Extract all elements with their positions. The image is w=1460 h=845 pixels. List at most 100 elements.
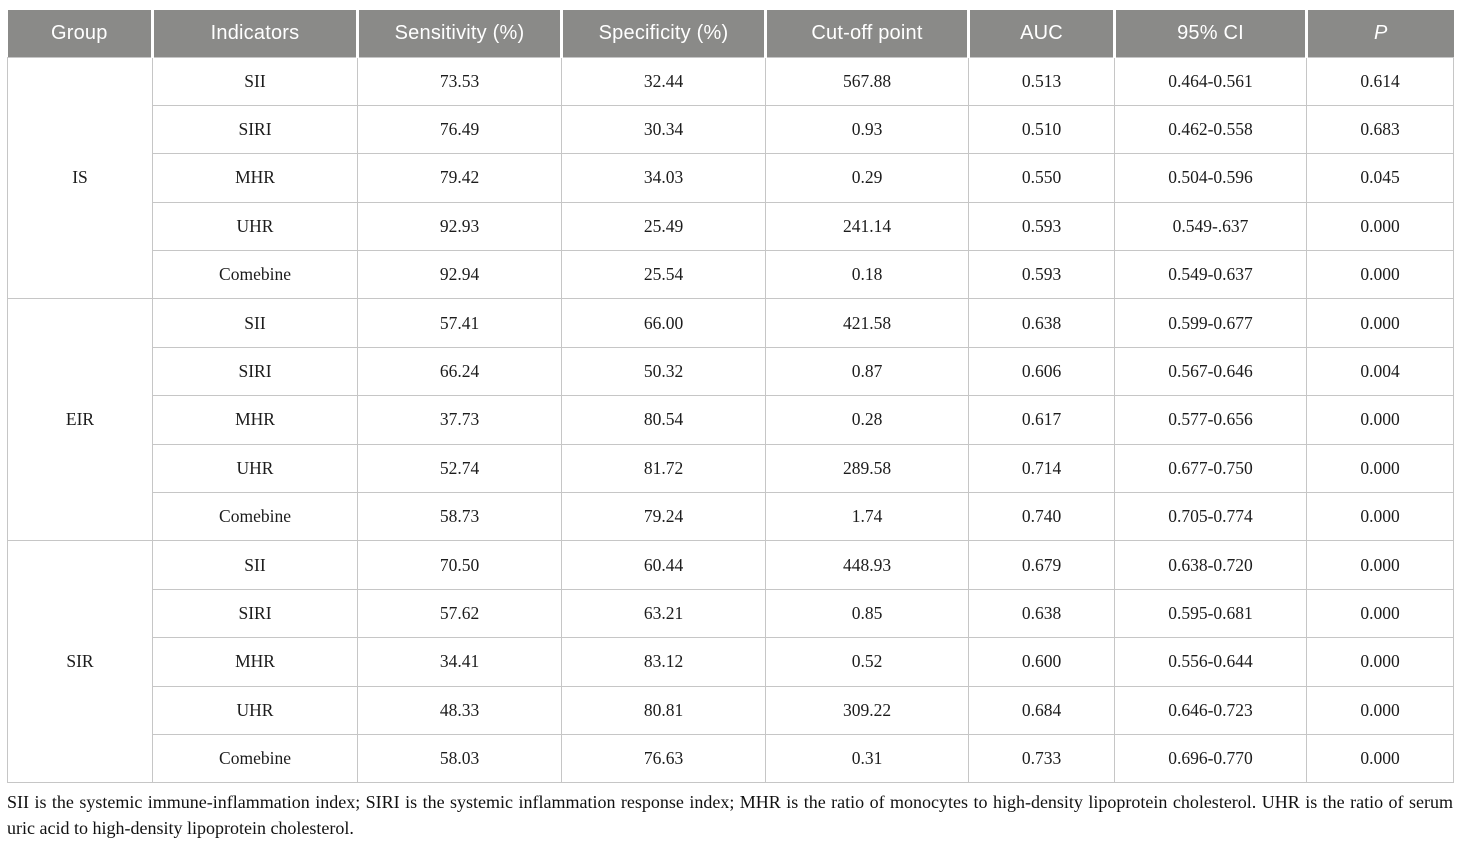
cell-indicator: UHR bbox=[152, 201, 358, 252]
cell-specificity: 25.54 bbox=[561, 250, 766, 300]
cell-auc: 0.740 bbox=[968, 492, 1115, 542]
cell-specificity: 32.44 bbox=[561, 56, 766, 106]
cell-sensitivity: 57.62 bbox=[357, 588, 562, 639]
cell-auc: 0.684 bbox=[968, 685, 1115, 735]
cell-p: 0.000 bbox=[1306, 201, 1454, 252]
cell-ci: 0.599-0.677 bbox=[1114, 298, 1307, 348]
cell-auc: 0.606 bbox=[968, 346, 1115, 397]
table-body: IS SII 73.53 32.44 567.88 0.513 0.464-0.561 0.6… bbox=[7, 56, 1454, 784]
cell-sensitivity: 79.42 bbox=[357, 153, 562, 203]
cell-cutoff: 0.93 bbox=[765, 104, 969, 155]
cell-cutoff: 567.88 bbox=[765, 56, 969, 106]
cell-indicator: MHR bbox=[152, 637, 358, 687]
cell-p: 0.000 bbox=[1306, 395, 1454, 445]
group-cell-eir: EIR bbox=[7, 298, 153, 542]
cell-auc: 0.617 bbox=[968, 395, 1115, 445]
table-row: UHR 92.93 25.49 241.14 0.593 0.549-.637 0.000 bbox=[8, 201, 1454, 252]
cell-indicator: UHR bbox=[152, 685, 358, 735]
cell-cutoff: 0.31 bbox=[765, 733, 969, 784]
table-row: Comebine 58.73 79.24 1.74 0.740 0.705-0.774 0.… bbox=[8, 492, 1454, 542]
cell-cutoff: 421.58 bbox=[765, 298, 969, 348]
group-cell-sir: SIR bbox=[7, 540, 153, 784]
cell-indicator: MHR bbox=[152, 395, 358, 445]
cell-ci: 0.595-0.681 bbox=[1114, 588, 1307, 639]
cell-p: 0.000 bbox=[1306, 443, 1454, 494]
cell-sensitivity: 73.53 bbox=[357, 56, 562, 106]
cell-auc: 0.679 bbox=[968, 540, 1115, 590]
cell-cutoff: 309.22 bbox=[765, 685, 969, 735]
table-row: MHR 34.41 83.12 0.52 0.600 0.556-0.644 0.000 bbox=[8, 637, 1454, 687]
cell-indicator: SII bbox=[152, 540, 358, 590]
cell-cutoff: 0.28 bbox=[765, 395, 969, 445]
cell-p: 0.000 bbox=[1306, 588, 1454, 639]
cell-sensitivity: 58.03 bbox=[357, 733, 562, 784]
cell-indicator: Comebine bbox=[152, 492, 358, 542]
col-header-indicators: Indicators bbox=[151, 10, 358, 57]
cell-cutoff: 1.74 bbox=[765, 492, 969, 542]
cell-auc: 0.510 bbox=[968, 104, 1115, 155]
cell-cutoff: 0.29 bbox=[765, 153, 969, 203]
cell-indicator: SIRI bbox=[152, 104, 358, 155]
cell-specificity: 80.54 bbox=[561, 395, 766, 445]
cell-cutoff: 448.93 bbox=[765, 540, 969, 590]
cell-specificity: 83.12 bbox=[561, 637, 766, 687]
table-row: EIR SII 57.41 66.00 421.58 0.638 0.599-0.677 0.… bbox=[7, 298, 1454, 542]
group-cell-is: IS bbox=[7, 56, 153, 300]
cell-ci: 0.462-0.558 bbox=[1114, 104, 1307, 155]
cell-sensitivity: 58.73 bbox=[357, 492, 562, 542]
cell-auc: 0.733 bbox=[968, 733, 1115, 784]
cell-p: 0.000 bbox=[1306, 250, 1454, 300]
cell-ci: 0.696-0.770 bbox=[1114, 733, 1307, 784]
cell-specificity: 79.24 bbox=[561, 492, 766, 542]
cell-ci: 0.549-.637 bbox=[1114, 201, 1307, 252]
cell-cutoff: 0.85 bbox=[765, 588, 969, 639]
col-header-ci: 95% CI bbox=[1113, 10, 1307, 57]
cell-auc: 0.593 bbox=[968, 201, 1115, 252]
cell-auc: 0.714 bbox=[968, 443, 1115, 494]
cell-p: 0.000 bbox=[1306, 685, 1454, 735]
table-row: UHR 52.74 81.72 289.58 0.714 0.677-0.750 0.000 bbox=[8, 443, 1454, 494]
cell-cutoff: 0.52 bbox=[765, 637, 969, 687]
table-row: SIR SII 70.50 60.44 448.93 0.679 0.638-0.720 0.… bbox=[7, 540, 1454, 784]
cell-ci: 0.549-0.637 bbox=[1114, 250, 1307, 300]
table-row: SIRI 57.62 63.21 0.85 0.638 0.595-0.681 0.000 bbox=[8, 588, 1454, 639]
cell-specificity: 25.49 bbox=[561, 201, 766, 252]
cell-sensitivity: 57.41 bbox=[357, 298, 562, 348]
table-row: IS SII 73.53 32.44 567.88 0.513 0.464-0.561 0.6… bbox=[7, 56, 1454, 300]
cell-sensitivity: 76.49 bbox=[357, 104, 562, 155]
cell-cutoff: 0.87 bbox=[765, 346, 969, 397]
header-row: Group Indicators Sensitivity (%) Specifi… bbox=[7, 10, 1454, 57]
cell-sensitivity: 70.50 bbox=[357, 540, 562, 590]
cell-sensitivity: 37.73 bbox=[357, 395, 562, 445]
cell-specificity: 60.44 bbox=[561, 540, 766, 590]
cell-specificity: 30.34 bbox=[561, 104, 766, 155]
cell-ci: 0.567-0.646 bbox=[1114, 346, 1307, 397]
cell-p: 0.000 bbox=[1306, 733, 1454, 784]
cell-sensitivity: 52.74 bbox=[357, 443, 562, 494]
cell-specificity: 80.81 bbox=[561, 685, 766, 735]
cell-auc: 0.600 bbox=[968, 637, 1115, 687]
cell-indicator: Comebine bbox=[152, 250, 358, 300]
col-header-sensitivity: Sensitivity (%) bbox=[356, 10, 562, 57]
cell-sensitivity: 48.33 bbox=[357, 685, 562, 735]
cell-auc: 0.550 bbox=[968, 153, 1115, 203]
cell-ci: 0.504-0.596 bbox=[1114, 153, 1307, 203]
cell-auc: 0.638 bbox=[968, 588, 1115, 639]
cell-specificity: 50.32 bbox=[561, 346, 766, 397]
cell-ci: 0.705-0.774 bbox=[1114, 492, 1307, 542]
cell-auc: 0.638 bbox=[968, 298, 1115, 348]
cell-indicator: UHR bbox=[152, 443, 358, 494]
cell-indicator: SIRI bbox=[152, 346, 358, 397]
table-row: Comebine 92.94 25.54 0.18 0.593 0.549-0.637 0.… bbox=[8, 250, 1454, 300]
cell-p: 0.000 bbox=[1306, 540, 1454, 590]
table-row: MHR 79.42 34.03 0.29 0.550 0.504-0.596 0.045 bbox=[8, 153, 1454, 203]
table-row: SIRI 76.49 30.34 0.93 0.510 0.462-0.558 0.683 bbox=[8, 104, 1454, 155]
col-header-specificity: Specificity (%) bbox=[560, 10, 766, 57]
cell-p: 0.614 bbox=[1306, 56, 1454, 106]
cell-sensitivity: 34.41 bbox=[357, 637, 562, 687]
table-row: Comebine 58.03 76.63 0.31 0.733 0.696-0.770 0.… bbox=[8, 733, 1454, 784]
roc-analysis-table: Group Indicators Sensitivity (%) Specifi… bbox=[7, 10, 1454, 784]
table-row: MHR 37.73 80.54 0.28 0.617 0.577-0.656 0.000 bbox=[8, 395, 1454, 445]
cell-p: 0.000 bbox=[1306, 637, 1454, 687]
